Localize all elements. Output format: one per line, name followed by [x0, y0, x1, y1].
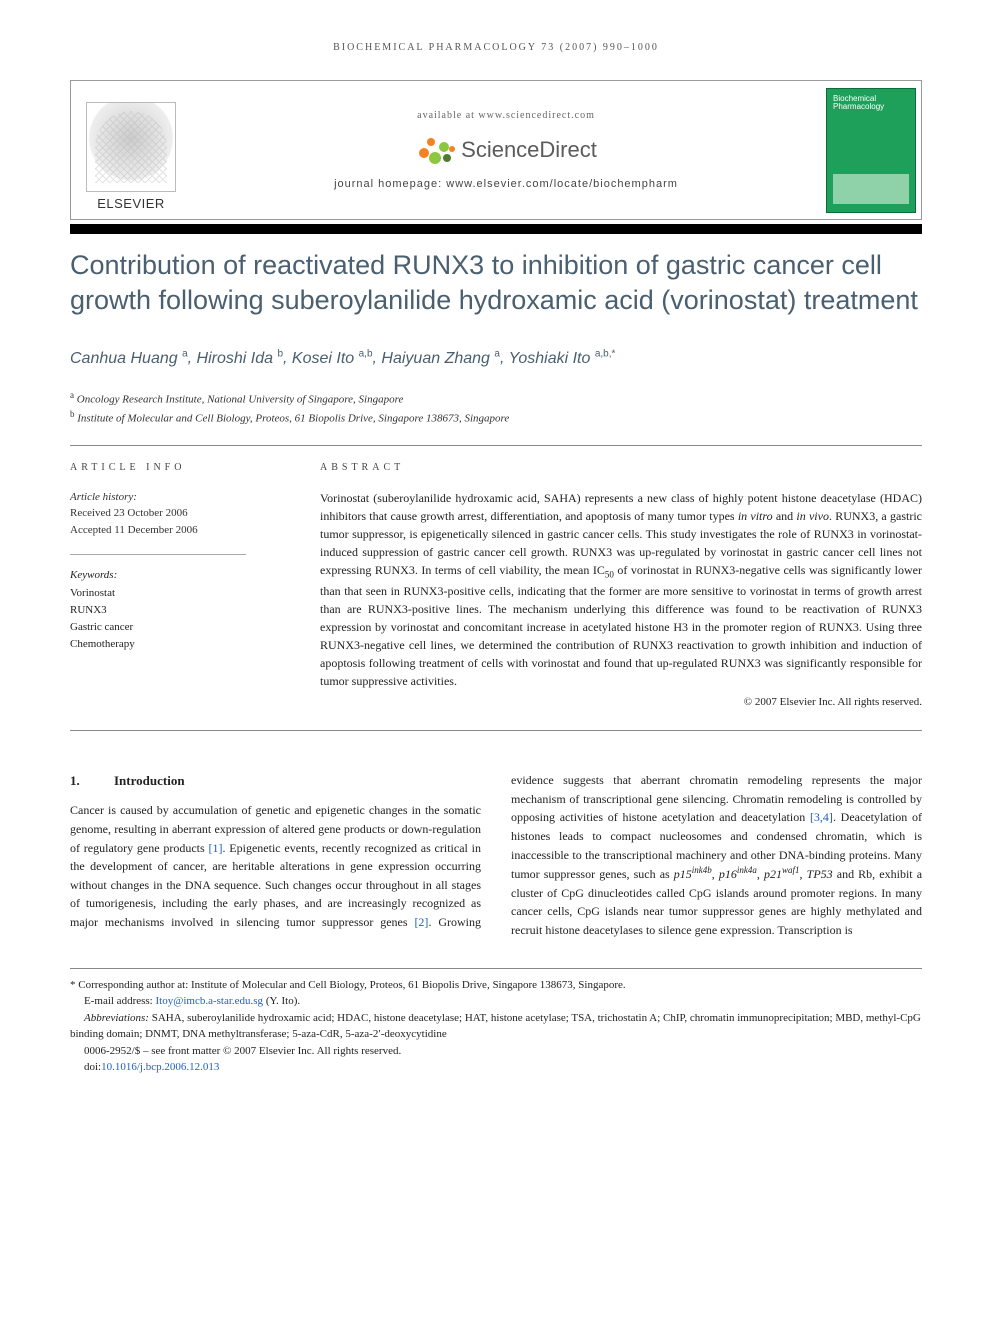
article-info-head: ARTICLE INFO [70, 460, 290, 475]
journal-cover-box: Biochemical Pharmacology [826, 88, 916, 213]
ref-link-2[interactable]: [2] [414, 915, 428, 929]
available-at-text: available at www.sciencedirect.com [417, 108, 595, 123]
abstract-copyright: © 2007 Elsevier Inc. All rights reserved… [320, 694, 922, 711]
journal-homepage-text: journal homepage: www.elsevier.com/locat… [334, 176, 678, 193]
keyword: Vorinostat [70, 585, 290, 602]
elsevier-wordmark: ELSEVIER [97, 194, 165, 214]
info-abstract-block: ARTICLE INFO Article history: Received 2… [70, 445, 922, 731]
doi-link[interactable]: 10.1016/j.bcp.2006.12.013 [101, 1061, 219, 1073]
abstract-body: Vorinostat (suberoylanilide hydroxamic a… [320, 489, 922, 690]
author: Canhua Huang a [70, 350, 188, 367]
footnotes-block: * Corresponding author at: Institute of … [70, 968, 922, 1076]
abstract-column: ABSTRACT Vorinostat (suberoylanilide hyd… [320, 460, 922, 710]
ref-link-1[interactable]: [1] [209, 841, 223, 855]
abstract-head: ABSTRACT [320, 460, 922, 475]
affiliation: b Institute of Molecular and Cell Biolog… [70, 408, 922, 427]
author: Hiroshi Ida b [197, 350, 283, 367]
author: Yoshiaki Ito a,b,* [509, 350, 616, 367]
corresponding-email-link[interactable]: Itoy@imcb.a-star.edu.sg [155, 995, 263, 1007]
affiliation-list: a Oncology Research Institute, National … [70, 389, 922, 427]
ref-link-34[interactable]: [3,4] [810, 810, 833, 824]
sciencedirect-dots-icon [415, 134, 455, 164]
sciencedirect-wordmark: ScienceDirect [461, 133, 597, 166]
section-number: 1. [70, 771, 114, 791]
info-separator [70, 554, 246, 555]
received-date: Received 23 October 2006 [70, 505, 290, 522]
keyword: RUNX3 [70, 602, 290, 619]
accepted-date: Accepted 11 December 2006 [70, 522, 290, 539]
running-head: BIOCHEMICAL PHARMACOLOGY 73 (2007) 990–1… [70, 40, 922, 55]
journal-cover-title: Biochemical Pharmacology [833, 95, 909, 113]
article-history-label: Article history: [70, 489, 290, 506]
journal-cover-strip [833, 174, 909, 204]
body-columns: 1.Introduction Cancer is caused by accum… [70, 771, 922, 939]
sciencedirect-logo: ScienceDirect [415, 133, 597, 166]
keyword: Chemotherapy [70, 636, 290, 653]
section-heading-intro: 1.Introduction [70, 771, 481, 791]
masthead-center: available at www.sciencedirect.com Scien… [191, 81, 821, 219]
doi-footnote: doi:10.1016/j.bcp.2006.12.013 [70, 1059, 922, 1076]
keywords-list: VorinostatRUNX3Gastric cancerChemotherap… [70, 585, 290, 653]
journal-cover-thumb: Biochemical Pharmacology [821, 81, 921, 219]
author: Kosei Ito a,b [292, 350, 373, 367]
elsevier-logo: ELSEVIER [71, 81, 191, 219]
corresponding-author-footnote: * Corresponding author at: Institute of … [70, 977, 922, 994]
author: Haiyuan Zhang a [381, 350, 500, 367]
article-title: Contribution of reactivated RUNX3 to inh… [70, 248, 922, 318]
affiliation: a Oncology Research Institute, National … [70, 389, 922, 408]
article-history-block: Article history: Received 23 October 200… [70, 489, 290, 539]
journal-masthead: ELSEVIER available at www.sciencedirect.… [70, 80, 922, 220]
author-list: Canhua Huang a, Hiroshi Ida b, Kosei Ito… [70, 346, 922, 370]
intro-paragraph: Cancer is caused by accumulation of gene… [70, 771, 922, 939]
email-footnote: E-mail address: Itoy@imcb.a-star.edu.sg … [70, 993, 922, 1010]
keywords-label: Keywords: [70, 567, 290, 584]
keyword: Gastric cancer [70, 619, 290, 636]
issn-copyright-footnote: 0006-2952/$ – see front matter © 2007 El… [70, 1043, 922, 1060]
article-info-column: ARTICLE INFO Article history: Received 2… [70, 460, 290, 710]
section-title: Introduction [114, 773, 185, 788]
abbreviations-footnote: Abbreviations: SAHA, suberoylanilide hyd… [70, 1010, 922, 1043]
thick-rule [70, 224, 922, 234]
elsevier-tree-icon [86, 102, 176, 192]
